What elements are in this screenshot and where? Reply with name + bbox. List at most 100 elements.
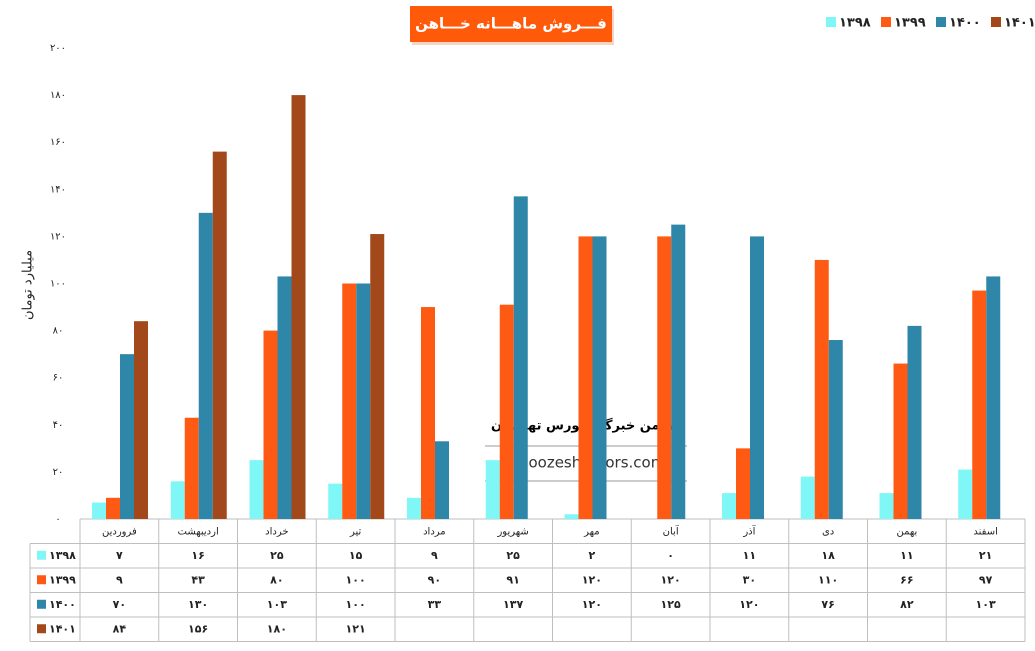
bar — [328, 483, 343, 519]
x-tick-label: تیر — [349, 526, 362, 537]
table-value: ۰ — [667, 549, 674, 562]
table-value: ۱۲۱ — [346, 622, 366, 635]
bar — [277, 276, 292, 519]
bar — [800, 476, 815, 519]
table-value: ۱۰۰ — [346, 573, 366, 586]
table-value: ۱۲۵ — [661, 598, 681, 611]
table-value: ۱۳۰ — [188, 598, 208, 611]
bar — [342, 283, 357, 519]
x-tick-label: خرداد — [265, 526, 288, 537]
table-value: ۱۱ — [900, 549, 913, 562]
bar — [184, 417, 199, 519]
bar — [750, 236, 764, 519]
bar — [170, 481, 185, 519]
table-value: ۱۳۷ — [503, 598, 523, 611]
table-value: ۹ — [431, 549, 438, 562]
table-value: ۸۲ — [900, 598, 914, 611]
table-value: ۲۵ — [506, 549, 520, 562]
table-value: ۱۲۰ — [582, 573, 602, 586]
table-swatch — [37, 624, 46, 634]
bar — [657, 236, 672, 519]
table-value: ۱۵ — [349, 549, 363, 562]
bar — [958, 469, 973, 519]
y-tick-label: ۱۴۰ — [50, 184, 66, 195]
table-value: ۸۴ — [113, 622, 127, 635]
legend-label: ۱۴۰۰ — [949, 16, 981, 31]
x-tick-label: اسفند — [973, 526, 997, 537]
y-tick-label: ۲۰۰ — [50, 43, 66, 54]
bar — [134, 321, 148, 519]
legend-swatch — [826, 17, 836, 27]
x-tick-label: فروردین — [102, 526, 137, 537]
bar — [407, 497, 421, 519]
bar — [212, 151, 227, 519]
table-value: ۱۱۰ — [818, 573, 838, 586]
y-tick-label: ۱۸۰ — [50, 90, 66, 101]
bar — [370, 234, 385, 520]
table-series-label: ۱۴۰۰ — [49, 598, 76, 611]
y-tick-label: ۲۰ — [53, 467, 64, 478]
bar — [578, 236, 593, 519]
y-tick-label: ۱۰۰ — [50, 279, 66, 290]
table-value: ۹۷ — [979, 573, 993, 586]
table-value: ۹۰ — [428, 573, 441, 586]
table-value: ۱۲۰ — [661, 573, 681, 586]
legend-swatch — [991, 17, 1001, 27]
bar — [499, 304, 514, 519]
table-value: ۱۸۰ — [267, 622, 287, 635]
bar — [421, 307, 435, 519]
bar — [263, 330, 278, 519]
table-value: ۸۰ — [270, 573, 283, 586]
bar — [291, 95, 306, 519]
bar — [592, 236, 607, 519]
x-tick-label: آبان — [663, 524, 680, 537]
table-value: ۱۰۳ — [267, 598, 287, 611]
table-value: ۷۶ — [821, 598, 834, 611]
chart-title: فـــروش ماهـــانه خـــاهن — [415, 15, 607, 33]
bar — [879, 493, 894, 519]
bar — [814, 259, 829, 519]
y-tick-label: ۴۰ — [53, 420, 64, 431]
y-tick-label: ۰ — [55, 514, 60, 525]
bar — [893, 363, 908, 519]
bar — [120, 354, 134, 519]
bar — [106, 497, 120, 519]
table-series-label: ۱۳۹۹ — [49, 573, 76, 586]
table-value: ۳۰ — [743, 573, 756, 586]
bar — [972, 290, 987, 519]
table-series-label: ۱۴۰۱ — [49, 622, 76, 635]
table-value: ۳۳ — [428, 598, 442, 611]
bar — [513, 196, 528, 520]
x-tick-label: مهر — [583, 526, 599, 537]
table-swatch — [37, 550, 46, 560]
legend-swatch — [936, 17, 946, 27]
table-value: ۶۶ — [900, 573, 913, 586]
y-tick-label: ۸۰ — [53, 326, 64, 337]
table-value: ۹۱ — [506, 573, 519, 586]
bar — [828, 340, 843, 519]
legend-label: ۱۳۹۸ — [839, 16, 871, 31]
bar — [249, 460, 264, 519]
table-value: ۷۰ — [113, 598, 126, 611]
y-axis-label: میلیارد تومان — [21, 250, 36, 320]
bar — [92, 502, 106, 519]
y-tick-label: ۱۲۰ — [50, 231, 66, 242]
x-tick-label: بهمن — [896, 526, 917, 537]
table-value: ۲ — [589, 549, 596, 562]
table-value: ۱۶ — [191, 549, 204, 562]
table-value: ۱۱ — [743, 549, 756, 562]
table-value: ۱۲۰ — [582, 598, 602, 611]
table-value: ۹ — [116, 573, 123, 586]
y-tick-label: ۶۰ — [53, 373, 64, 384]
legend-label: ۱۴۰۱ — [1004, 16, 1035, 31]
bar — [198, 212, 213, 519]
legend-swatch — [881, 17, 891, 27]
table-value: ۱۸ — [821, 549, 835, 562]
bar — [485, 460, 500, 519]
table-series-label: ۱۳۹۸ — [49, 549, 76, 562]
table-value: ۴۳ — [191, 573, 205, 586]
bar — [986, 276, 1001, 519]
x-tick-label: دی — [822, 526, 834, 537]
bar — [435, 441, 449, 519]
